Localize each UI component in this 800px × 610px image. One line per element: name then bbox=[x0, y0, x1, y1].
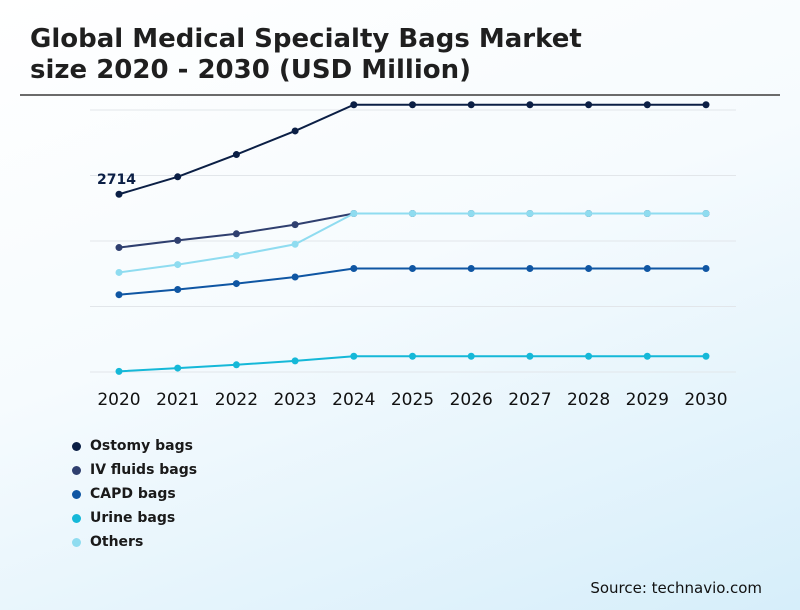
point-others-2027 bbox=[526, 209, 534, 217]
point-capd-bags-2027 bbox=[526, 265, 534, 273]
x-tick-label-2023: 2023 bbox=[273, 390, 316, 410]
point-others-2023 bbox=[291, 240, 299, 248]
point-others-2020 bbox=[115, 268, 123, 276]
legend-item-others: Others bbox=[72, 530, 197, 554]
chart-title-line-2: size 2020 - 2030 (USD Million) bbox=[30, 55, 472, 85]
point-others-2030 bbox=[702, 209, 710, 217]
point-iv-fluids-bags-2020 bbox=[115, 244, 123, 252]
point-urine-bags-2029 bbox=[643, 352, 651, 360]
series-line-iv-fluids-bags bbox=[118, 212, 706, 249]
point-others-2021 bbox=[174, 261, 182, 269]
series-line-capd-bags bbox=[118, 267, 706, 296]
x-tick-label-2030: 2030 bbox=[684, 390, 727, 410]
point-urine-bags-2023 bbox=[291, 357, 299, 365]
point-ostomy-bags-2024 bbox=[350, 101, 358, 109]
source-credit: Source: technavio.com bbox=[590, 579, 762, 597]
legend-label-urine-bags: Urine bags bbox=[90, 510, 176, 526]
legend-marker-urine-bags bbox=[72, 513, 81, 523]
chart-title: Global Medical Specialty Bags Market siz… bbox=[30, 24, 750, 86]
point-capd-bags-2030 bbox=[702, 265, 710, 273]
point-capd-bags-2028 bbox=[585, 265, 593, 273]
point-capd-bags-2022 bbox=[232, 280, 240, 288]
legend-label-capd-bags: CAPD bags bbox=[90, 486, 176, 502]
point-ostomy-bags-2030 bbox=[702, 101, 710, 109]
point-ostomy-bags-2027 bbox=[526, 101, 534, 109]
point-others-2026 bbox=[467, 209, 475, 217]
legend-label-others: Others bbox=[90, 534, 144, 550]
point-ostomy-bags-2020 bbox=[115, 190, 123, 198]
data-label-0: 2714 bbox=[97, 172, 136, 188]
point-capd-bags-2020 bbox=[115, 291, 123, 299]
x-tick-label-2028: 2028 bbox=[567, 390, 610, 410]
point-capd-bags-2024 bbox=[350, 265, 358, 273]
point-urine-bags-2021 bbox=[174, 364, 182, 372]
point-capd-bags-2023 bbox=[291, 273, 299, 281]
x-tick-label-2029: 2029 bbox=[626, 390, 669, 410]
legend-item-ostomy-bags: Ostomy bags bbox=[72, 434, 197, 458]
point-others-2022 bbox=[232, 251, 240, 259]
point-ostomy-bags-2026 bbox=[467, 101, 475, 109]
title-divider bbox=[20, 94, 780, 96]
legend-label-iv-fluids-bags: IV fluids bags bbox=[90, 462, 198, 478]
point-capd-bags-2029 bbox=[643, 265, 651, 273]
series-line-ostomy-bags bbox=[118, 103, 706, 196]
point-ostomy-bags-2023 bbox=[291, 127, 299, 135]
legend-label-ostomy-bags: Ostomy bags bbox=[90, 438, 193, 454]
point-ostomy-bags-2022 bbox=[232, 151, 240, 159]
chart-legend: Ostomy bags IV fluids bags CAPD bags Urine … bbox=[72, 434, 197, 554]
point-others-2029 bbox=[643, 209, 651, 217]
point-capd-bags-2021 bbox=[174, 285, 182, 293]
line-chart: 2020 2021 2022 2023 2024 2025 2026 2027 2028 2029… bbox=[90, 101, 736, 410]
x-tick-label-2022: 2022 bbox=[215, 390, 258, 410]
legend-marker-iv-fluids-bags bbox=[72, 465, 81, 475]
legend-item-iv-fluids-bags: IV fluids bags bbox=[72, 458, 197, 482]
point-urine-bags-2028 bbox=[585, 352, 593, 360]
x-tick-label-2020: 2020 bbox=[97, 390, 140, 410]
point-iv-fluids-bags-2021 bbox=[174, 236, 182, 244]
point-others-2028 bbox=[585, 209, 593, 217]
point-urine-bags-2027 bbox=[526, 352, 534, 360]
x-tick-label-2025: 2025 bbox=[391, 390, 434, 410]
point-iv-fluids-bags-2022 bbox=[232, 230, 240, 238]
series-line-others bbox=[118, 212, 706, 274]
point-capd-bags-2025 bbox=[409, 265, 416, 273]
point-ostomy-bags-2029 bbox=[643, 101, 651, 109]
chart-title-line-1: Global Medical Specialty Bags Market bbox=[30, 24, 582, 54]
point-ostomy-bags-2025 bbox=[409, 101, 416, 109]
x-tick-label-2024: 2024 bbox=[332, 390, 375, 410]
point-others-2025 bbox=[409, 209, 416, 217]
legend-marker-capd-bags bbox=[72, 489, 81, 499]
x-tick-label-2021: 2021 bbox=[156, 390, 199, 410]
point-urine-bags-2024 bbox=[350, 352, 358, 360]
point-others-2024 bbox=[350, 209, 358, 217]
point-ostomy-bags-2021 bbox=[174, 173, 182, 181]
point-urine-bags-2020 bbox=[115, 367, 123, 375]
x-tick-label-2026: 2026 bbox=[450, 390, 493, 410]
legend-item-capd-bags: CAPD bags bbox=[72, 482, 197, 506]
legend-marker-ostomy-bags bbox=[72, 441, 81, 451]
point-urine-bags-2026 bbox=[467, 352, 475, 360]
legend-item-urine-bags: Urine bags bbox=[72, 506, 197, 530]
point-ostomy-bags-2028 bbox=[585, 101, 593, 109]
point-urine-bags-2022 bbox=[232, 361, 240, 369]
x-tick-label-2027: 2027 bbox=[508, 390, 551, 410]
point-urine-bags-2025 bbox=[409, 352, 416, 360]
point-capd-bags-2026 bbox=[467, 265, 475, 273]
point-urine-bags-2030 bbox=[702, 352, 710, 360]
legend-marker-others bbox=[72, 537, 81, 547]
point-iv-fluids-bags-2023 bbox=[291, 221, 299, 229]
